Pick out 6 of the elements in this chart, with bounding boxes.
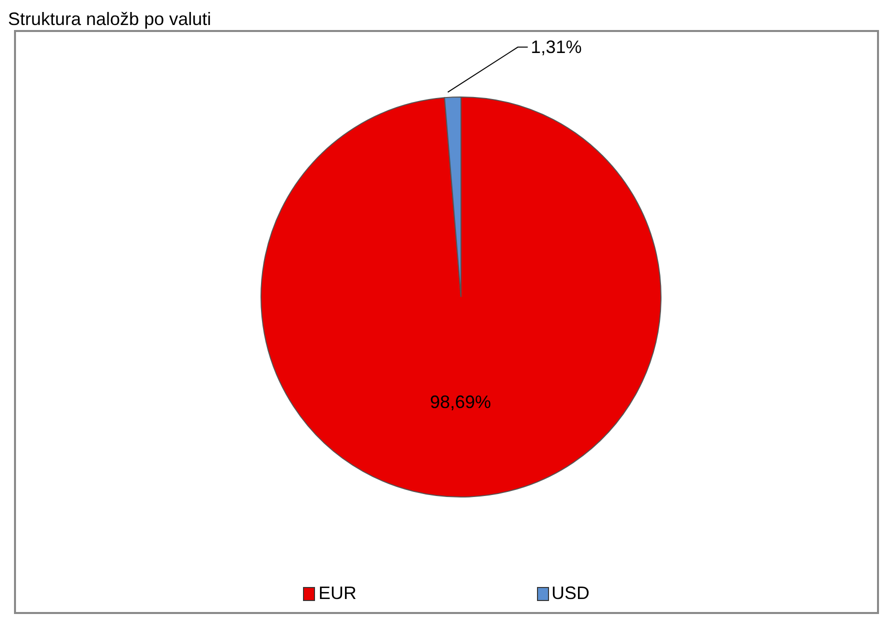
data-label: 98,69% xyxy=(430,392,492,412)
data-label: 1,31% xyxy=(530,37,582,58)
legend-label: USD xyxy=(552,583,590,604)
pie-slice xyxy=(260,96,662,498)
legend-label: EUR xyxy=(318,583,356,604)
text: Struktura naložb po valuti xyxy=(8,8,212,30)
